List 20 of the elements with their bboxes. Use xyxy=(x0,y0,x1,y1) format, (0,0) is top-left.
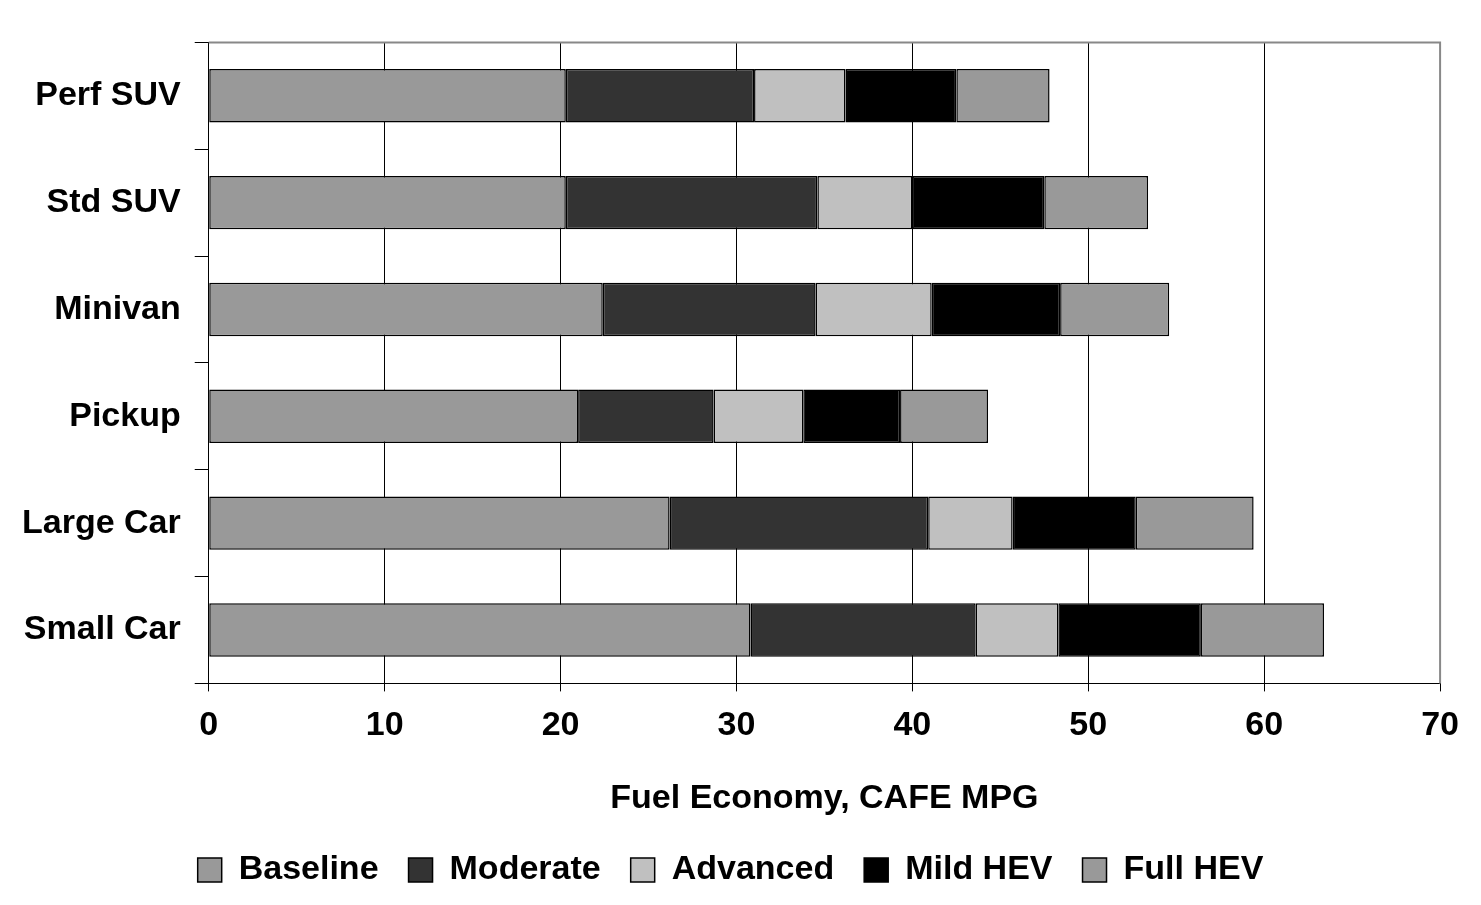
x-tick-label: 40 xyxy=(893,704,932,743)
x-axis-title: Fuel Economy, CAFE MPG xyxy=(610,776,1039,815)
y-tick-label: Minivan xyxy=(54,287,181,326)
x-tick-label: 0 xyxy=(199,704,219,743)
legend-label: Moderate xyxy=(449,848,601,887)
x-tick-label: 60 xyxy=(1245,704,1284,743)
x-tick-label: 10 xyxy=(365,704,404,743)
legend-label: Mild HEV xyxy=(905,848,1053,887)
x-tick-label: 70 xyxy=(1421,704,1459,743)
y-tick-label: Large Car xyxy=(21,501,181,540)
x-tick-label: 30 xyxy=(717,704,756,743)
y-tick-label: Std SUV xyxy=(46,181,182,220)
y-tick-label: Perf SUV xyxy=(35,74,182,113)
x-tick-label: 50 xyxy=(1069,704,1108,743)
y-tick-label: Pickup xyxy=(69,394,181,433)
x-tick-label: 20 xyxy=(541,704,580,743)
y-tick-label: Small Car xyxy=(23,608,181,647)
legend-label: Full HEV xyxy=(1123,848,1264,887)
legend-label: Advanced xyxy=(671,848,835,887)
legend-label: Baseline xyxy=(238,848,379,887)
